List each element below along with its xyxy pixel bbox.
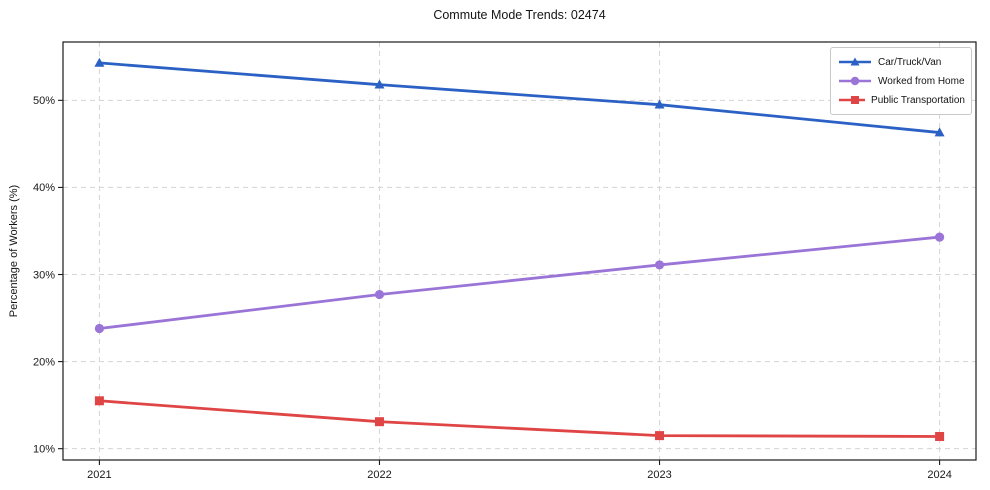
plot-border — [62, 41, 977, 461]
data-point-public-transportation — [935, 431, 945, 441]
y-tick-label: 50% — [33, 95, 55, 107]
data-point-car-truck-van — [374, 79, 385, 89]
series-line-car-truck-van — [99, 61, 940, 134]
x-tick-label: 2021 — [87, 469, 111, 481]
data-point-public-transportation — [655, 431, 665, 441]
x-tick-label: 2023 — [647, 469, 671, 481]
legend-label: Car/Truck/Van — [878, 56, 942, 68]
data-point-public-transportation — [374, 417, 384, 427]
legend-item-worked-from-home: Worked from Home — [838, 72, 965, 90]
chart-title: Commute Mode Trends: 02474 — [433, 8, 606, 22]
legend-label: Public Transportation — [871, 94, 965, 106]
data-point-public-transportation — [94, 396, 104, 406]
data-point-car-truck-van — [94, 57, 105, 67]
triangle-marker-icon — [839, 57, 871, 66]
legend-label: Worked from Home — [878, 75, 965, 87]
data-point-car-truck-van — [934, 127, 945, 137]
data-point-worked-from-home — [934, 232, 945, 242]
legend: Car/Truck/Van Worked from Home Public Tran… — [830, 47, 972, 115]
legend-item-car-truck-van: Car/Truck/Van — [838, 53, 965, 71]
data-point-worked-from-home — [94, 323, 105, 334]
x-tick-label: 2022 — [367, 469, 391, 481]
data-point-worked-from-home — [374, 289, 385, 300]
series-line-public-transportation — [99, 399, 940, 438]
y-tick-label: 10% — [33, 443, 55, 455]
circle-marker-icon — [839, 76, 871, 86]
series-line-worked-from-home — [99, 235, 940, 330]
data-point-car-truck-van — [654, 99, 665, 109]
data-point-worked-from-home — [654, 260, 665, 270]
y-tick-label: 40% — [33, 182, 55, 194]
square-marker-icon — [839, 96, 866, 104]
legend-item-public-transportation: Public Transportation — [838, 91, 965, 109]
y-tick-label: 30% — [33, 269, 55, 281]
y-tick-label: 20% — [33, 356, 55, 368]
x-tick-label: 2024 — [927, 469, 951, 481]
